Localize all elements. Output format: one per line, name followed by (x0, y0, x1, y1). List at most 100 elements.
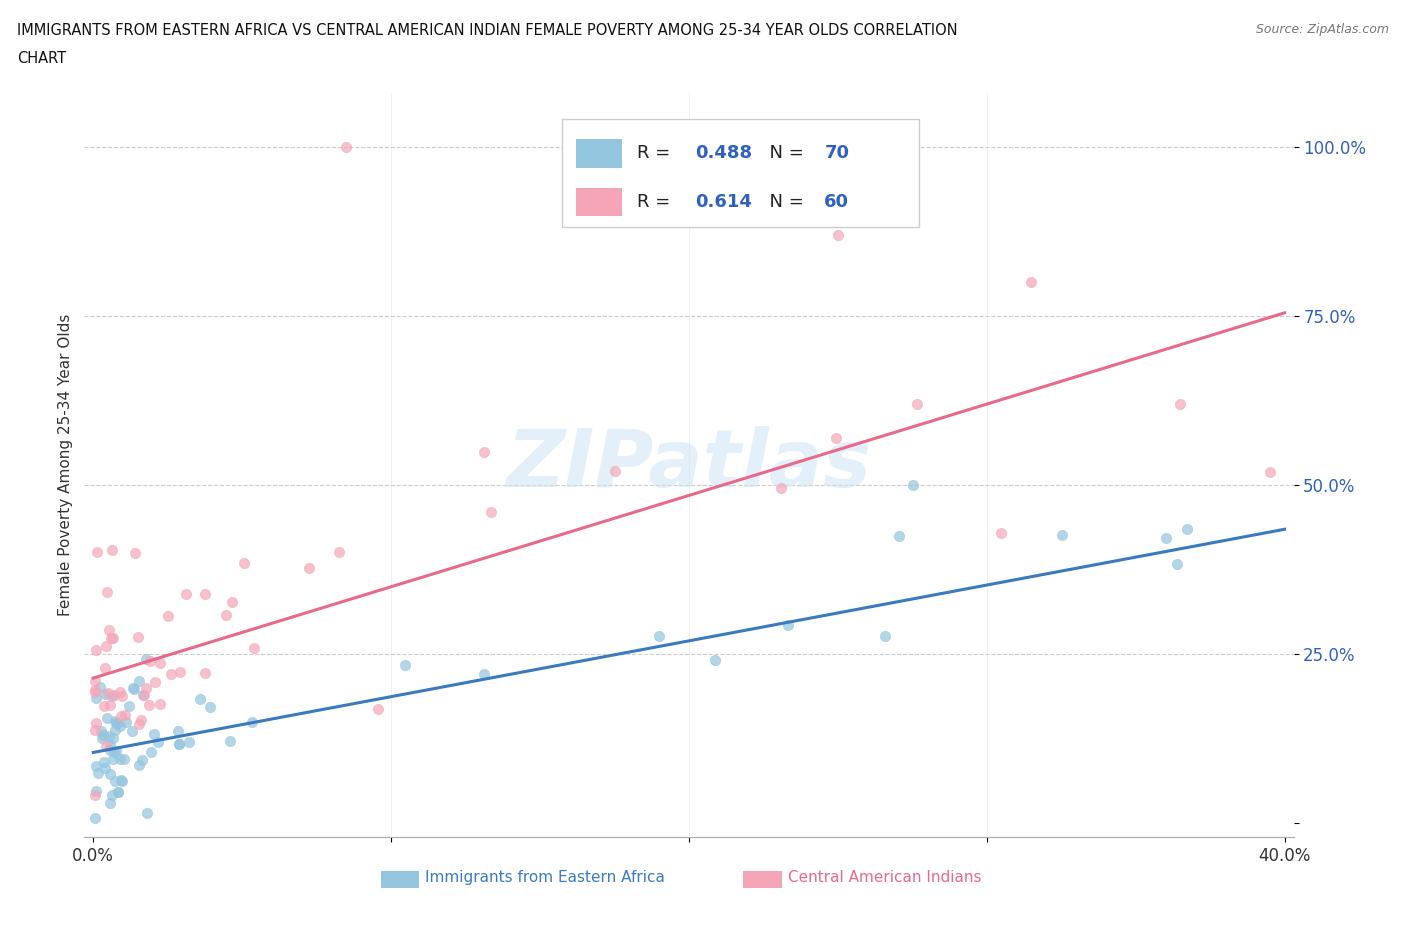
Point (479, 504, 502, 519)
Point (128, 758, 150, 773)
Point (101, 688, 124, 703)
Point (131, 753, 153, 768)
Point (122, 682, 145, 697)
Text: N =: N = (758, 193, 810, 211)
Point (190, 692, 212, 707)
Point (1258, 464, 1281, 479)
FancyBboxPatch shape (381, 871, 419, 887)
Point (903, 478, 925, 493)
Text: 70: 70 (824, 144, 849, 163)
Point (96, 584, 118, 599)
Point (827, 228, 849, 243)
Point (94, 660, 117, 675)
Point (103, 687, 125, 702)
Point (94, 761, 117, 776)
Point (139, 653, 162, 668)
Point (141, 745, 163, 760)
Point (84, 643, 107, 658)
Point (84, 784, 107, 799)
Point (107, 784, 129, 799)
Point (103, 745, 125, 760)
Text: 0.488: 0.488 (695, 144, 752, 163)
Point (97, 728, 120, 743)
Point (149, 697, 172, 711)
Point (104, 716, 127, 731)
Point (112, 752, 135, 767)
Point (704, 653, 727, 668)
Point (138, 698, 160, 712)
Point (114, 708, 136, 723)
Point (132, 687, 155, 702)
Point (778, 618, 800, 632)
Point (194, 587, 217, 602)
Point (98, 795, 121, 810)
Point (825, 431, 848, 445)
Point (135, 681, 157, 696)
Point (905, 397, 928, 412)
Point (177, 735, 200, 750)
Point (121, 724, 143, 738)
Y-axis label: Female Poverty Among 25-34 Year Olds: Female Poverty Among 25-34 Year Olds (58, 313, 73, 617)
Point (100, 737, 122, 752)
Point (83, 683, 105, 698)
Point (93, 698, 115, 713)
Point (143, 674, 166, 689)
Point (110, 773, 132, 788)
Point (124, 545, 146, 560)
Point (86, 545, 108, 560)
Point (298, 561, 321, 576)
Point (83, 684, 105, 699)
Point (167, 737, 190, 751)
Point (100, 698, 122, 712)
Point (648, 629, 671, 644)
Point (84, 758, 107, 773)
Point (107, 785, 129, 800)
Point (111, 774, 134, 789)
Point (198, 699, 221, 714)
Text: R =: R = (637, 144, 676, 163)
Point (83, 673, 105, 688)
Point (110, 684, 132, 699)
Point (94, 739, 117, 754)
Text: Central American Indians: Central American Indians (789, 870, 981, 885)
Point (87, 766, 110, 781)
Point (101, 752, 124, 767)
Point (89, 680, 111, 695)
Point (118, 699, 141, 714)
Point (128, 716, 150, 731)
Point (90, 723, 112, 737)
Point (135, 651, 157, 666)
Point (194, 666, 217, 681)
Point (96, 711, 118, 725)
Point (101, 730, 124, 745)
Point (98, 767, 121, 782)
FancyBboxPatch shape (562, 119, 918, 227)
Point (143, 726, 166, 741)
Point (98, 742, 121, 757)
Text: 0.614: 0.614 (695, 193, 752, 211)
Point (83, 811, 105, 826)
Point (93, 754, 115, 769)
Text: Source: ZipAtlas.com: Source: ZipAtlas.com (1256, 23, 1389, 36)
Point (111, 688, 134, 703)
Point (167, 737, 190, 751)
Point (104, 713, 127, 728)
FancyBboxPatch shape (744, 871, 782, 887)
Point (110, 709, 132, 724)
Point (90, 731, 112, 746)
Point (1052, 527, 1074, 542)
Point (104, 723, 127, 737)
Text: ZIPatlas: ZIPatlas (506, 426, 872, 504)
Point (105, 743, 128, 758)
Point (101, 631, 124, 645)
Point (136, 805, 159, 820)
FancyBboxPatch shape (576, 188, 623, 216)
Point (94, 638, 117, 653)
Point (84, 691, 107, 706)
Text: N =: N = (758, 144, 810, 163)
Point (149, 655, 172, 670)
Point (174, 586, 197, 601)
Text: CHART: CHART (17, 51, 66, 66)
Point (94, 687, 117, 702)
Point (98, 622, 121, 637)
